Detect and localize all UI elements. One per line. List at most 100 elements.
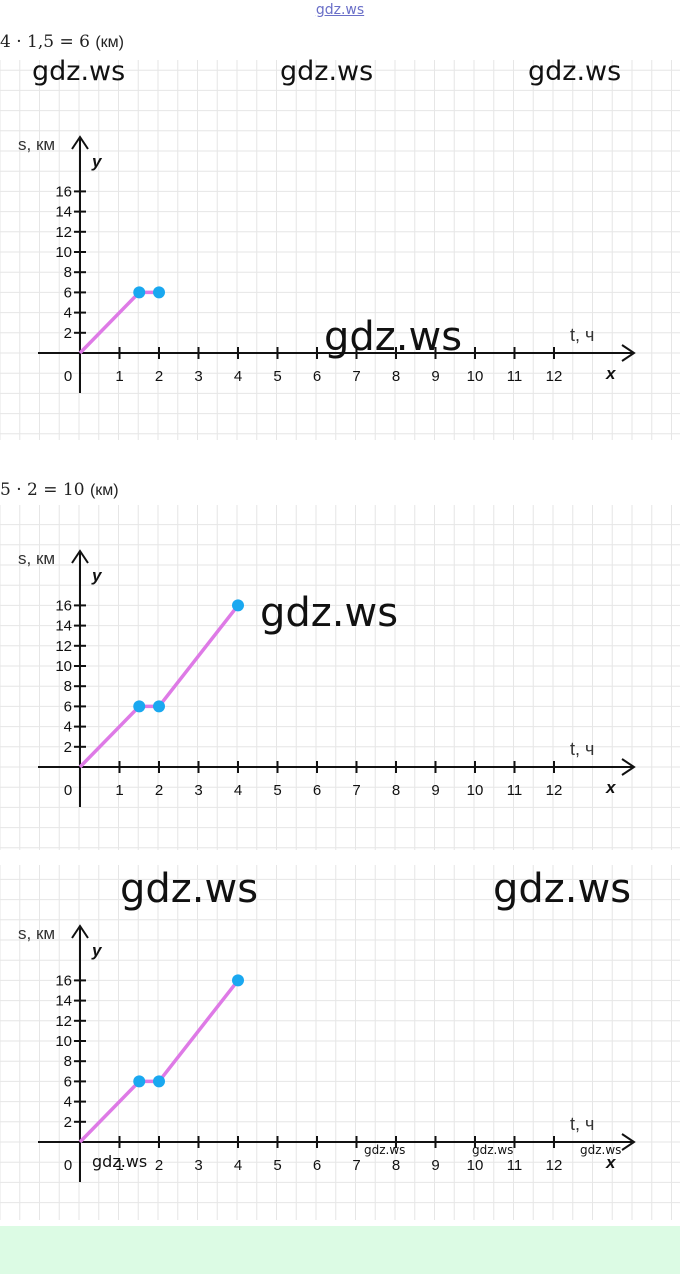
watermark-text: gdz.ws — [580, 1143, 622, 1157]
y-tick-label: 10 — [55, 244, 72, 261]
x-tick-label: 4 — [234, 368, 242, 385]
x-tick-label: 4 — [234, 1157, 242, 1174]
y-tick-label: 14 — [55, 993, 72, 1010]
y-tick-label: 12 — [55, 1013, 72, 1030]
watermark-text: gdz.ws — [92, 1152, 148, 1171]
y-tick-label: 10 — [55, 1033, 72, 1050]
watermark-text: gdz.ws — [324, 314, 463, 360]
x-tick-label: 12 — [546, 368, 563, 385]
formula-1-unit: (км) — [95, 34, 124, 51]
x-tick-label: 7 — [352, 368, 360, 385]
watermark-text: gdz.ws — [120, 866, 259, 912]
y-tick-label: 16 — [55, 183, 72, 200]
x-tick-label: 11 — [507, 368, 523, 385]
x-tick-label: 12 — [546, 782, 563, 799]
watermark-text: gdz.ws — [528, 56, 622, 87]
y-tick-label: 8 — [64, 264, 72, 281]
y-tick-label: 12 — [55, 224, 72, 241]
x-tick-label: 9 — [431, 782, 439, 799]
x-tick-label: 10 — [467, 1157, 484, 1174]
x-tick-label: 12 — [546, 1157, 563, 1174]
y-tick-label: 14 — [55, 618, 72, 635]
y-tick-label: 6 — [64, 698, 72, 715]
series-line — [78, 290, 159, 355]
y-axis-label: s, км — [18, 924, 55, 943]
y-tick-label: 2 — [64, 739, 72, 756]
y-axis-name: y — [91, 566, 103, 585]
y-axis-label: s, км — [18, 135, 55, 154]
data-point — [232, 974, 244, 987]
x-axis-name: x — [605, 364, 617, 383]
data-point — [153, 1075, 165, 1088]
x-axis-name: x — [605, 778, 617, 797]
x-tick-label: 8 — [392, 782, 400, 799]
x-axis-arrow — [621, 344, 636, 362]
x-tick-label: 6 — [313, 368, 321, 385]
x-tick-label: 10 — [467, 782, 484, 799]
data-point — [232, 599, 244, 612]
y-tick-label: 4 — [64, 719, 72, 736]
x-tick-label: 3 — [194, 1157, 202, 1174]
y-tick-label: 16 — [55, 972, 72, 989]
x-tick-label: 11 — [507, 1157, 523, 1174]
y-tick-label: 6 — [64, 1073, 72, 1090]
y-tick-label: 16 — [55, 597, 72, 614]
grid — [0, 60, 680, 440]
series-line — [78, 979, 240, 1144]
x-tick-label: 1 — [115, 368, 123, 385]
data-point — [133, 700, 146, 713]
x-tick-label: 8 — [392, 1157, 400, 1174]
x-tick-label: 7 — [352, 1157, 360, 1174]
x-axis-arrow — [621, 1133, 636, 1151]
formula-1-expr: 4 · 1,5 = 6 — [0, 32, 90, 52]
top-watermark[interactable]: gdz.ws — [315, 2, 365, 18]
x-tick-label: 8 — [392, 368, 400, 385]
watermark-text: gdz.ws — [280, 56, 374, 87]
data-point — [153, 700, 165, 713]
x-tick-label: 0 — [64, 1157, 72, 1174]
y-axis-name: y — [91, 152, 103, 171]
x-tick-label: 7 — [352, 782, 360, 799]
grid — [0, 505, 680, 850]
watermark-text: gdz.ws — [472, 1143, 514, 1157]
x-tick-label: 5 — [273, 368, 281, 385]
formula-2-expr: 5 · 2 = 10 — [0, 480, 85, 500]
y-tick-label: 6 — [64, 284, 72, 301]
grid — [0, 865, 680, 1220]
x-axis-label: t, ч — [570, 739, 594, 759]
x-tick-label: 6 — [313, 782, 321, 799]
y-tick-label: 14 — [55, 204, 72, 221]
x-tick-label: 4 — [234, 782, 242, 799]
data-point — [133, 286, 146, 299]
y-axis-arrow — [71, 549, 89, 564]
y-tick-label: 10 — [55, 658, 72, 675]
series-line — [78, 604, 240, 769]
watermark-text: gdz.ws — [32, 56, 126, 87]
y-tick-label: 8 — [64, 1053, 72, 1070]
x-tick-label: 1 — [115, 1157, 123, 1174]
x-tick-label: 5 — [273, 1157, 281, 1174]
watermark-text: gdz.ws — [493, 866, 632, 912]
y-axis-label: s, км — [18, 549, 55, 568]
x-tick-label: 2 — [155, 782, 163, 799]
x-axis-arrow — [621, 758, 636, 776]
y-tick-label: 4 — [64, 1094, 72, 1111]
y-tick-label: 2 — [64, 1114, 72, 1131]
watermark-text: gdz.ws — [260, 590, 399, 636]
x-axis-label: t, ч — [570, 1114, 594, 1134]
formula-1: 4 · 1,5 = 6 (км) — [0, 32, 124, 52]
x-tick-label: 6 — [313, 1157, 321, 1174]
y-tick-label: 4 — [64, 305, 72, 322]
formula-2: 5 · 2 = 10 (км) — [0, 480, 119, 500]
x-tick-label: 3 — [194, 782, 202, 799]
x-tick-label: 10 — [467, 368, 484, 385]
y-axis-arrow — [71, 924, 89, 939]
data-point — [133, 1075, 146, 1088]
y-tick-label: 12 — [55, 638, 72, 655]
y-tick-label: 8 — [64, 678, 72, 695]
x-tick-label: 0 — [64, 782, 72, 799]
formula-2-unit: (км) — [89, 482, 119, 499]
